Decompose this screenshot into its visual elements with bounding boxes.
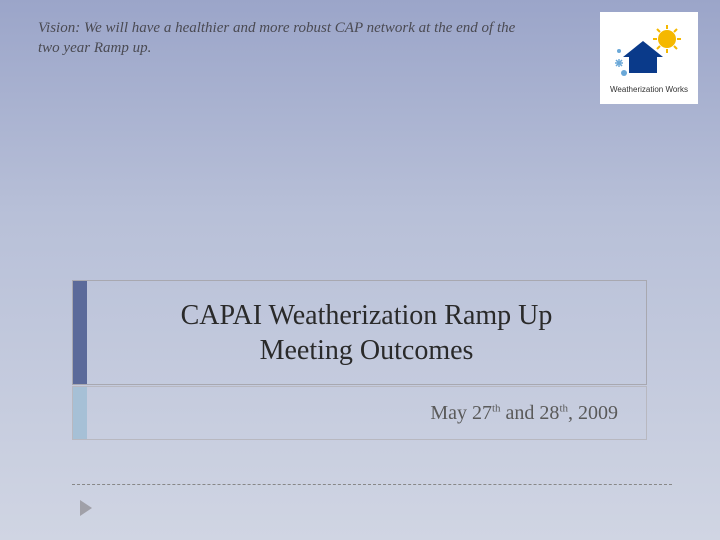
- logo-container: Weatherization Works: [600, 12, 698, 104]
- title-line-2: Meeting Outcomes: [260, 335, 474, 366]
- title-box: CAPAI Weatherization Ramp Up Meeting Out…: [72, 280, 647, 385]
- subtitle-text-wrap: May 27th and 28th, 2009: [87, 387, 646, 439]
- divider-dashed: [72, 484, 672, 485]
- title-text-wrap: CAPAI Weatherization Ramp Up Meeting Out…: [87, 281, 646, 384]
- subtitle-accent-bar: [73, 387, 87, 439]
- logo-caption: Weatherization Works: [610, 85, 688, 94]
- title-line-1: CAPAI Weatherization Ramp Up: [181, 300, 553, 331]
- vision-statement: Vision: We will have a healthier and mor…: [38, 18, 518, 59]
- weatherization-logo-icon: [609, 23, 689, 83]
- title-accent-bar: [73, 281, 87, 384]
- slide-date: May 27th and 28th, 2009: [430, 402, 618, 425]
- subtitle-box: May 27th and 28th, 2009: [72, 386, 647, 440]
- slide-title: CAPAI Weatherization Ramp Up Meeting Out…: [181, 298, 553, 368]
- play-icon: [80, 500, 92, 516]
